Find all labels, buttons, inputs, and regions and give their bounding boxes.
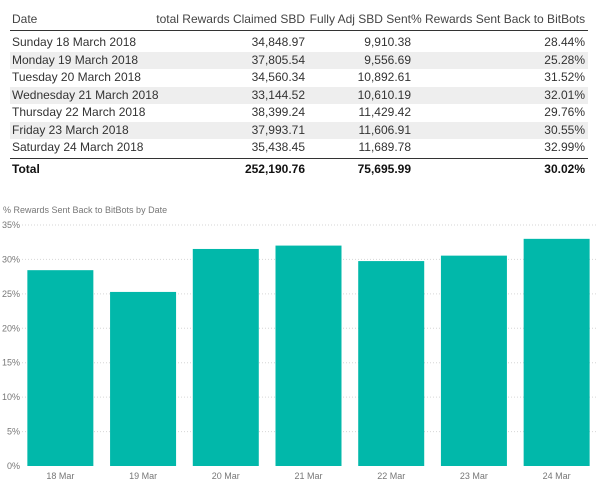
y-tick-label: 10% xyxy=(2,392,20,402)
cell-rewards-claimed: 37,993.71 xyxy=(251,122,305,137)
total-rewards-claimed: 252,190.76 xyxy=(244,162,305,176)
table-total-row: Total 252,190.76 75,695.99 30.02% xyxy=(10,158,588,179)
column-header-percent-sent[interactable]: % Rewards Sent Back to BitBots xyxy=(411,12,586,26)
column-header-date[interactable]: Date xyxy=(12,12,38,26)
x-tick-label: 18 Mar xyxy=(46,471,74,481)
y-tick-label: 25% xyxy=(2,289,20,299)
table-row[interactable]: Saturday 24 March 2018 35,438.45 11,689.… xyxy=(10,139,588,157)
cell-date: Saturday 24 March 2018 xyxy=(12,140,144,155)
table-row[interactable]: Thursday 22 March 2018 38,399.24 11,429.… xyxy=(10,104,588,122)
cell-sbd-sent: 9,556.69 xyxy=(364,52,411,67)
cell-date: Monday 19 March 2018 xyxy=(12,52,139,67)
total-sbd-sent: 75,695.99 xyxy=(357,162,411,176)
cell-rewards-claimed: 38,399.24 xyxy=(251,105,305,120)
y-tick-label: 20% xyxy=(2,323,20,333)
total-label: Total xyxy=(12,162,40,176)
cell-date: Friday 23 March 2018 xyxy=(12,122,129,137)
cell-sbd-sent: 11,429.42 xyxy=(358,105,412,120)
bars xyxy=(27,238,590,466)
cell-sbd-sent: 10,610.19 xyxy=(357,87,411,102)
x-tick-label: 19 Mar xyxy=(129,471,157,481)
table-row[interactable]: Monday 19 March 2018 37,805.54 9,556.69 … xyxy=(10,51,588,70)
cell-date: Sunday 18 March 2018 xyxy=(12,35,137,50)
data-table: Date total Rewards Claimed SBD Fully Adj… xyxy=(0,0,602,185)
cell-date: Tuesday 20 March 2018 xyxy=(12,70,141,85)
table-row[interactable]: Sunday 18 March 2018 34,848.97 9,910.38 … xyxy=(10,34,588,52)
bar-18-mar[interactable] xyxy=(27,270,94,466)
chart-title: % Rewards Sent Back to BitBots by Date xyxy=(3,205,167,215)
bar-23-mar[interactable] xyxy=(440,255,507,466)
y-tick-label: 35% xyxy=(2,220,20,230)
cell-rewards-claimed: 34,560.34 xyxy=(251,70,305,85)
cell-rewards-claimed: 37,805.54 xyxy=(251,52,305,67)
cell-sbd-sent: 10,892.61 xyxy=(357,70,411,85)
x-tick-label: 23 Mar xyxy=(460,471,488,481)
cell-sbd-sent: 11,606.91 xyxy=(358,122,412,137)
total-percent-sent: 30.02% xyxy=(544,162,585,176)
x-tick-label: 24 Mar xyxy=(543,471,571,481)
cell-percent-sent: 32.01% xyxy=(544,87,585,102)
column-header-sbd-sent[interactable]: Fully Adj SBD Sent xyxy=(309,12,411,26)
cell-date: Thursday 22 March 2018 xyxy=(12,105,146,120)
bar-24-mar[interactable] xyxy=(523,238,590,466)
bar-22-mar[interactable] xyxy=(358,261,425,466)
cell-percent-sent: 25.28% xyxy=(544,52,585,67)
cell-sbd-sent: 9,910.38 xyxy=(364,35,411,50)
cell-rewards-claimed: 34,848.97 xyxy=(251,35,305,50)
cell-percent-sent: 32.99% xyxy=(544,140,585,155)
cell-rewards-claimed: 33,144.52 xyxy=(251,87,305,102)
cell-percent-sent: 28.44% xyxy=(544,35,585,50)
x-tick-label: 21 Mar xyxy=(294,471,322,481)
table-row[interactable]: Wednesday 21 March 2018 33,144.52 10,610… xyxy=(10,86,588,105)
y-tick-label: 0% xyxy=(7,461,20,471)
cell-percent-sent: 31.52% xyxy=(544,70,585,85)
cell-date: Wednesday 21 March 2018 xyxy=(12,87,159,102)
x-axis: 18 Mar 19 Mar 20 Mar 21 Mar 22 Mar 23 Mar 24 M… xyxy=(46,471,570,481)
bar-chart: % Rewards Sent Back to BitBots by Date 0… xyxy=(2,205,598,481)
bar-20-mar[interactable] xyxy=(192,248,259,466)
y-axis: 0% 5% 10% 15% 20% 25% 30% 35% xyxy=(2,220,20,471)
cell-percent-sent: 29.76% xyxy=(544,105,585,120)
cell-percent-sent: 30.55% xyxy=(544,122,585,137)
table-row[interactable]: Friday 23 March 2018 37,993.71 11,606.91… xyxy=(10,121,588,140)
y-tick-label: 15% xyxy=(2,358,20,368)
table-header-row: Date total Rewards Claimed SBD Fully Adj… xyxy=(10,8,588,31)
x-tick-label: 20 Mar xyxy=(212,471,240,481)
cell-sbd-sent: 11,689.78 xyxy=(358,140,412,155)
column-header-rewards-claimed[interactable]: total Rewards Claimed SBD xyxy=(156,12,305,26)
y-tick-label: 5% xyxy=(7,427,20,437)
bar-21-mar[interactable] xyxy=(275,245,342,466)
bar-19-mar[interactable] xyxy=(110,291,177,466)
x-tick-label: 22 Mar xyxy=(377,471,405,481)
cell-rewards-claimed: 35,438.45 xyxy=(251,140,305,155)
table-row[interactable]: Tuesday 20 March 2018 34,560.34 10,892.6… xyxy=(10,69,588,87)
y-tick-label: 30% xyxy=(2,254,20,264)
